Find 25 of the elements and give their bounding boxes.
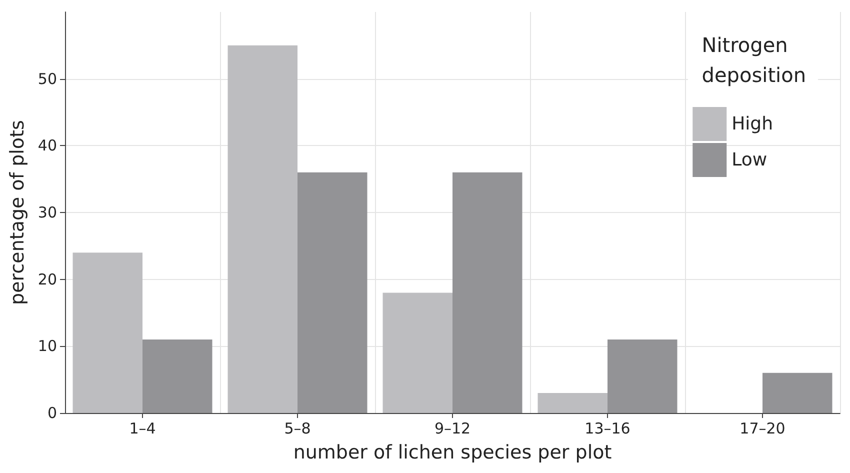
legend-label: High [732, 114, 774, 134]
y-tick-label: 50 [38, 70, 57, 88]
x-tick-label: 5–8 [284, 420, 311, 438]
bar [608, 339, 678, 413]
legend-label: Low [732, 150, 768, 170]
legend-title: Nitrogen deposition [702, 33, 806, 87]
y-tick-label: 40 [38, 136, 57, 155]
y-tick-label: 20 [38, 270, 57, 288]
x-tick-label: 17–20 [740, 420, 786, 438]
y-tick-label: 0 [47, 404, 57, 422]
bar [228, 45, 298, 413]
bar [452, 172, 522, 413]
bar [142, 339, 212, 413]
bar [762, 372, 832, 413]
y-tick-label: 10 [38, 337, 57, 356]
bar [298, 172, 368, 413]
x-axis-title: number of lichen species per plot [293, 442, 612, 464]
y-axis-title: percentage of plots [6, 120, 28, 305]
bar [72, 252, 142, 413]
bar [538, 392, 608, 413]
x-tick-label: 1–4 [129, 420, 156, 438]
x-tick-label: 13–16 [584, 420, 630, 438]
bar [382, 292, 452, 413]
x-tick-label: 9–12 [434, 420, 471, 438]
y-tick-label: 30 [38, 204, 57, 222]
